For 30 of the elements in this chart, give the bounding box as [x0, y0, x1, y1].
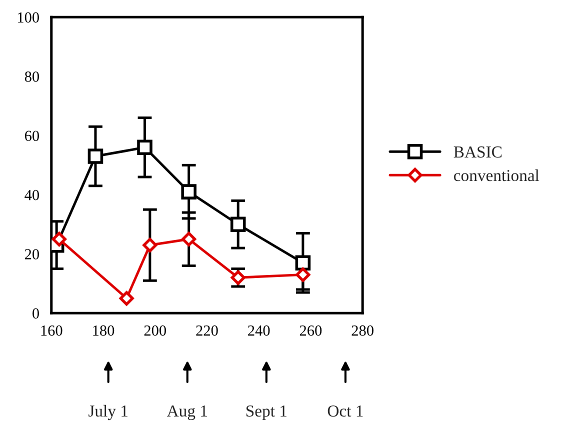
x-tick-label: 180 [93, 325, 114, 336]
y-tick-label: 20 [24, 249, 39, 260]
x-tick-label: 200 [144, 325, 166, 336]
text: Aug 1 [166, 405, 207, 420]
x-tick-label: 240 [248, 325, 270, 336]
y-tick-label: 100 [18, 12, 39, 23]
point [295, 255, 311, 270]
text: July 1 [88, 404, 128, 420]
y-tick-label: 40 [24, 190, 39, 200]
point [182, 232, 196, 246]
legend-label: BASIC [454, 146, 502, 158]
x-tick-label: 160 [41, 325, 62, 336]
point [52, 232, 66, 246]
point [296, 267, 310, 282]
x-tick-label: 220 [196, 325, 218, 336]
x-tick-label: 280 [352, 325, 374, 336]
point [88, 148, 104, 164]
point [137, 140, 152, 156]
legend-label: conventional [454, 169, 540, 182]
text: Sept 1 [246, 405, 286, 420]
point [181, 184, 196, 200]
x-tick-label: 260 [300, 325, 322, 336]
y-tick-label: 80 [24, 72, 39, 82]
point [230, 216, 246, 232]
point [142, 238, 158, 252]
y-tick-label: 0 [32, 308, 39, 319]
point [230, 270, 246, 285]
text: Oct 1 [328, 405, 363, 417]
point [119, 291, 134, 306]
y-tick-label: 60 [24, 130, 39, 142]
